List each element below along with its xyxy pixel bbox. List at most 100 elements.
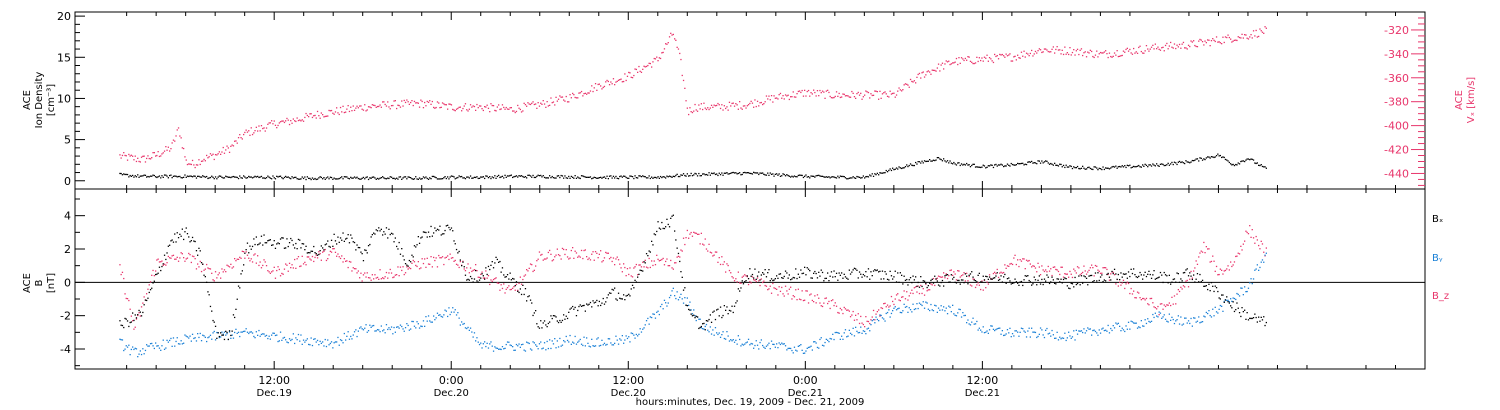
density-series-point [917, 161, 919, 163]
by-series-point [962, 312, 964, 314]
bz-series-point [1223, 270, 1225, 272]
bz-series-point [286, 264, 288, 266]
velocity-series-point [893, 92, 895, 94]
by-series-point [162, 339, 164, 341]
velocity-series-point [807, 89, 810, 92]
density-series-point [1057, 165, 1060, 167]
velocity-series-point [138, 160, 140, 163]
by-series-point [597, 337, 599, 339]
by-series-point [397, 326, 399, 328]
velocity-series-point [283, 121, 286, 124]
velocity-series-point [163, 150, 166, 152]
bx-series-point [606, 297, 608, 299]
bx-series-point [496, 258, 498, 261]
bx-series-point [827, 272, 829, 274]
bz-series-point [1115, 283, 1117, 285]
density-series-point [1209, 157, 1211, 159]
by-series-point [1212, 308, 1214, 310]
velocity-series-point [156, 154, 158, 157]
density-series-point [762, 172, 764, 174]
by-series-point [895, 309, 898, 311]
bx-series-point [554, 315, 556, 317]
bz-series-point [790, 286, 792, 288]
density-series-point [402, 177, 404, 179]
by-series-point [375, 330, 377, 332]
bx-series-point [268, 239, 270, 241]
by-series-point [333, 342, 335, 344]
velocity-series-point [747, 104, 750, 106]
by-series-point [671, 290, 673, 292]
bz-series-point [1127, 282, 1130, 285]
by-series-point [379, 331, 381, 333]
velocity-series-point [333, 113, 335, 115]
bz-series-point [415, 264, 417, 267]
velocity-series-point [130, 154, 132, 156]
bx-series-point [1069, 287, 1071, 290]
density-series-point [770, 173, 773, 175]
velocity-series-point [271, 120, 273, 122]
bz-series-point [798, 298, 801, 300]
bz-series-point [926, 290, 928, 292]
bx-series-point [305, 245, 307, 247]
by-series-point [444, 309, 446, 311]
by-series-point [1161, 317, 1163, 319]
bx-series-point [158, 266, 161, 268]
bz-series-point [578, 255, 580, 257]
density-series-point [954, 163, 956, 165]
bx-series-point [677, 252, 680, 255]
x-tick-date: Dec.20 [611, 388, 646, 399]
bz-series-point [163, 263, 166, 265]
velocity-series-point [746, 105, 748, 107]
by-series-point [835, 331, 838, 334]
density-series-point [653, 176, 655, 179]
density-series-point [1195, 158, 1197, 160]
bz-series [119, 225, 1267, 330]
by-series-point [684, 297, 686, 299]
density-series-point [619, 175, 621, 178]
density-series-point [1113, 166, 1116, 168]
density-series-point [696, 175, 699, 177]
velocity-series-point [1062, 53, 1065, 56]
bz-series-point [360, 272, 362, 274]
by-series-point [758, 348, 760, 350]
bx-series-point [273, 240, 275, 242]
bz-series-point [1255, 235, 1257, 238]
density-series-point [783, 173, 785, 176]
by-series [119, 252, 1267, 358]
bz-series-point [1143, 297, 1145, 300]
bx-series-point [958, 279, 960, 282]
by-series-point [1038, 333, 1040, 335]
velocity-series-point [151, 157, 153, 159]
bx-series-point [339, 237, 342, 239]
by-series-point [1261, 259, 1264, 261]
bz-series-point [240, 257, 242, 259]
bx-series-point [540, 320, 542, 322]
bz-series-point [200, 270, 203, 273]
bx-series-point [653, 233, 655, 235]
velocity-series-point [712, 106, 714, 108]
bz-series-point [1129, 292, 1131, 295]
bx-series-point [185, 227, 187, 229]
velocity-series-point [964, 57, 966, 60]
bx-series-point [153, 280, 155, 282]
bz-series-point [644, 259, 646, 261]
bz-series-point [403, 273, 405, 276]
by-series-point [679, 296, 681, 298]
velocity-series-point [189, 163, 191, 165]
density-series-point [819, 175, 821, 177]
by-series-point [897, 308, 899, 310]
velocity-tick-label: -340 [1384, 48, 1409, 61]
velocity-series-point [829, 95, 831, 98]
velocity-series-point [389, 108, 391, 110]
bx-series-point [399, 253, 402, 255]
bz-series-point [867, 320, 870, 323]
density-series-point [939, 158, 941, 160]
velocity-series-point [1233, 39, 1236, 41]
bx-series-point [214, 325, 217, 327]
density-series-point [1166, 164, 1168, 166]
bx-series-point [1264, 324, 1266, 327]
magnetic-label-line-2: B [34, 279, 45, 286]
velocity-series-point [721, 104, 723, 106]
by-series-point [120, 339, 122, 341]
bz-series-point [505, 288, 507, 290]
